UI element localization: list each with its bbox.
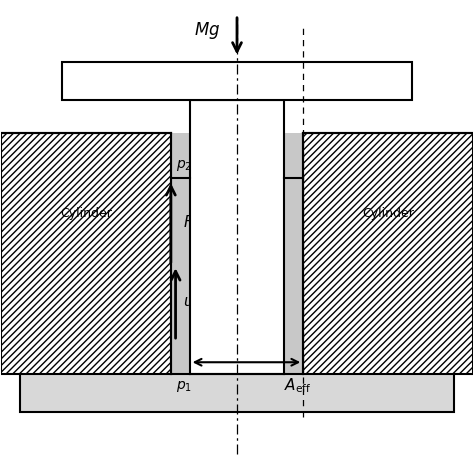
Text: Cylinder: Cylinder <box>362 207 414 220</box>
Text: $A_{\rm eff}$: $A_{\rm eff}$ <box>284 376 312 395</box>
Bar <box>0 133 171 374</box>
Text: $p_1$: $p_1$ <box>175 379 191 394</box>
Bar <box>284 133 303 374</box>
Bar <box>190 133 284 374</box>
Text: Piston: Piston <box>192 145 234 159</box>
Text: $Mg$: $Mg$ <box>194 19 220 41</box>
Bar <box>190 100 284 374</box>
Text: $p_2$: $p_2$ <box>175 158 191 173</box>
Text: $u_{\rm fl}$: $u_{\rm fl}$ <box>182 295 200 311</box>
Bar <box>19 365 455 412</box>
Bar <box>303 133 474 374</box>
Text: $F_{\rm dr}$: $F_{\rm dr}$ <box>182 213 205 232</box>
Bar <box>171 133 190 374</box>
Text: Cylinder: Cylinder <box>60 207 112 220</box>
Bar <box>62 62 412 100</box>
